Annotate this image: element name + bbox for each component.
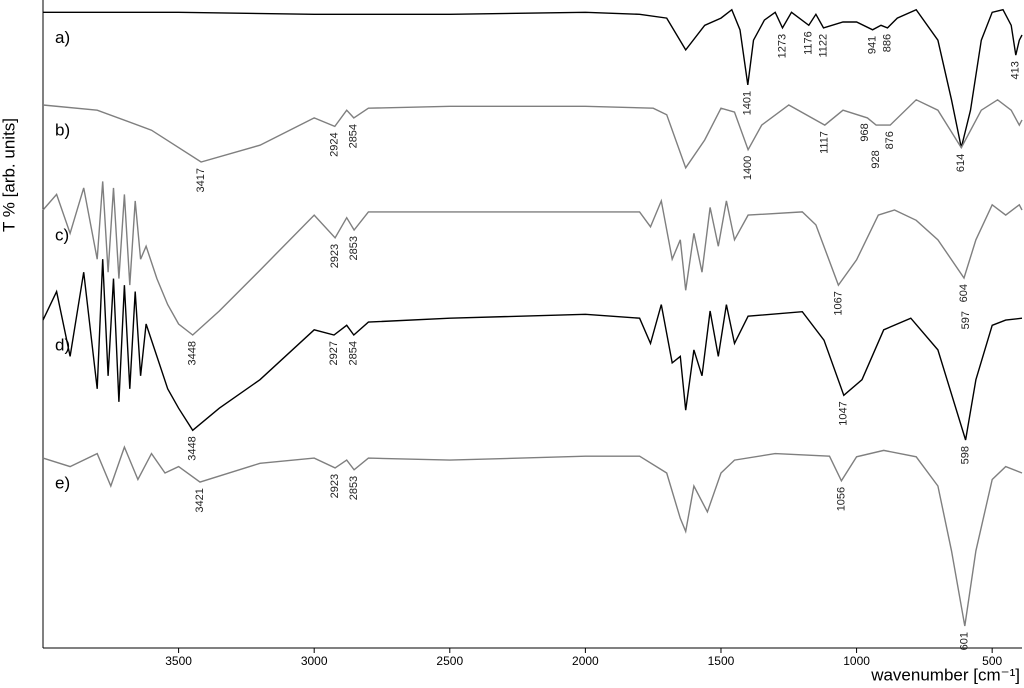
series-label: d) [55,336,70,355]
spectrum-line [42,98,1023,170]
peak-label: 3417 [195,168,207,192]
peak-label: 614 [955,154,967,172]
peak-label: 2923 [329,244,341,268]
peak-label: 1117 [819,131,831,154]
x-tick-label: 1000 [843,654,870,668]
peak-label: 1401 [742,91,754,115]
spectrum-line [42,259,1023,441]
series-label: e) [55,474,70,493]
x-axis-title: wavenumber [cm⁻¹] [870,665,1020,684]
peak-label: 597 [960,311,972,329]
peak-label: 3448 [187,341,199,365]
peak-label: 1067 [832,291,844,315]
peak-label: 601 [959,632,971,650]
y-axis-title: T % [arb. units] [0,118,18,232]
x-tick-label: 2500 [436,654,463,668]
peak-label: 928 [870,150,882,168]
peak-label: 1176 [803,31,815,55]
peak-label: 941 [866,36,878,54]
peak-label: 3421 [194,488,206,512]
series-label: c) [55,225,69,244]
series-label: b) [55,120,70,139]
x-tick-label: 500 [982,654,1002,668]
series-label: a) [55,28,70,47]
x-tick-label: 2000 [572,654,599,668]
peak-label: 604 [958,284,970,302]
peak-label: 1273 [776,34,788,58]
spectrum-line [42,445,1023,627]
peak-label: 1047 [838,401,850,425]
peak-label: 413 [1010,61,1022,79]
peak-label: 2923 [329,474,341,498]
x-tick-label: 1500 [708,654,735,668]
x-tick-label: 3500 [165,654,192,668]
spectrum-line [43,8,1023,148]
peak-label: 876 [884,131,896,149]
peak-label: 2853 [348,476,360,500]
peak-label: 2854 [348,124,360,148]
spectrum-line [42,181,1023,336]
peak-label: 1056 [835,487,847,511]
peak-label: 1400 [742,156,754,180]
x-tick-label: 3000 [301,654,328,668]
peak-label: 2927 [328,341,340,365]
peak-label: 886 [881,34,893,52]
peak-label: 2854 [348,341,360,365]
peak-label: 3448 [187,436,199,460]
peak-label: 598 [959,446,971,464]
peak-label: 2924 [329,132,341,156]
peak-label: 2853 [348,236,360,260]
peak-label: 968 [859,123,871,141]
peak-label: 1122 [817,34,829,58]
